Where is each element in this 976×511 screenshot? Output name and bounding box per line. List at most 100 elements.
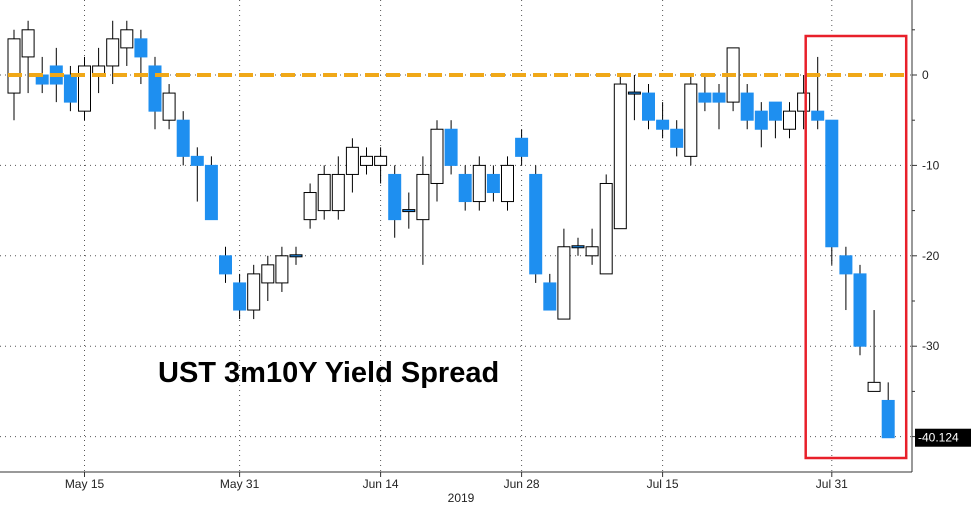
candle <box>472 156 486 211</box>
candle <box>754 102 768 148</box>
candle <box>303 183 317 229</box>
candle <box>162 84 176 130</box>
candle-body <box>825 119 839 248</box>
candle <box>204 156 218 221</box>
y-tick-label: 0 <box>922 68 929 82</box>
candle-body <box>698 92 712 103</box>
candle <box>557 228 571 320</box>
candle <box>825 119 839 265</box>
candle <box>402 192 416 229</box>
candle <box>190 147 204 202</box>
candle-body <box>7 38 21 94</box>
candle <box>120 20 134 66</box>
candle <box>247 264 261 320</box>
x-tick-label: Jul 31 <box>816 477 848 491</box>
candle <box>331 156 345 220</box>
candle-body <box>204 164 218 221</box>
candle <box>78 56 91 121</box>
candle-body <box>345 146 359 175</box>
y-tick-label: -30 <box>922 339 940 353</box>
candle <box>416 156 430 265</box>
highlight-box <box>804 34 908 460</box>
candle-body <box>501 164 514 203</box>
candle-body <box>444 128 458 166</box>
candle <box>529 165 543 283</box>
candle-body <box>811 110 825 121</box>
candle <box>92 47 106 94</box>
candle <box>670 120 684 157</box>
candle-body <box>162 92 176 121</box>
candle-body <box>557 246 571 320</box>
candle <box>867 310 881 392</box>
candle-body <box>486 173 500 194</box>
candle-body <box>21 29 35 58</box>
candle <box>740 84 754 130</box>
candle <box>543 273 557 311</box>
candle-body <box>190 155 204 166</box>
chart-title: UST 3m10Y Yield Spread <box>158 357 499 389</box>
candle <box>7 29 21 121</box>
candle <box>176 111 190 166</box>
candle <box>698 75 712 112</box>
candle <box>684 75 698 166</box>
candle-body <box>233 282 247 311</box>
candle-body <box>867 381 881 392</box>
candle <box>233 273 247 320</box>
candle <box>811 56 825 130</box>
candle-body <box>78 65 91 112</box>
y-tick-label: -10 <box>922 158 940 172</box>
candle-body <box>402 209 416 213</box>
candle-body <box>63 74 77 103</box>
x-tick-label: Jun 14 <box>363 477 399 491</box>
candle <box>656 102 670 139</box>
candle-body <box>148 65 162 112</box>
candle <box>458 165 472 211</box>
candle-body <box>543 282 557 311</box>
candle-body <box>458 173 472 203</box>
candle-body <box>797 92 811 112</box>
candle <box>712 84 726 130</box>
candle <box>261 255 275 301</box>
candle <box>275 246 289 292</box>
candle <box>388 165 402 238</box>
candle-body <box>881 399 895 439</box>
candle-body <box>275 255 289 284</box>
candle-body <box>472 164 486 203</box>
candle-body <box>360 155 373 166</box>
candle-body <box>303 192 317 221</box>
candle-body <box>783 110 796 130</box>
candle-body <box>529 173 543 275</box>
candle-body <box>261 264 275 284</box>
candle-body <box>134 38 148 58</box>
candle <box>21 20 35 94</box>
candle-body <box>684 83 698 157</box>
candle-body <box>120 29 134 49</box>
candle-body <box>430 128 444 184</box>
candle-body <box>599 182 613 275</box>
candle <box>627 75 641 121</box>
candle <box>839 246 853 311</box>
candle <box>783 102 796 139</box>
candle <box>585 228 599 265</box>
candle <box>360 147 373 175</box>
candle <box>599 174 613 275</box>
candle <box>289 246 303 265</box>
y-tick-label: -20 <box>922 249 940 263</box>
x-tick-label: May 15 <box>65 477 105 491</box>
candle-body <box>712 92 726 103</box>
candle-body <box>656 119 670 130</box>
candles-layer <box>7 20 895 439</box>
candle-body <box>642 92 655 121</box>
candle-body <box>106 38 120 67</box>
candle-body <box>585 246 599 257</box>
candle <box>515 129 529 166</box>
candle-body <box>839 255 853 275</box>
candle <box>881 382 895 439</box>
x-tick-label: Jun 28 <box>504 477 540 491</box>
candle <box>642 84 655 130</box>
candle-body <box>670 128 684 148</box>
candle-body <box>247 273 261 311</box>
candle <box>345 138 359 193</box>
x-axis-year-label: 2019 <box>448 491 475 505</box>
last-value-label: -40.124 <box>918 431 959 445</box>
